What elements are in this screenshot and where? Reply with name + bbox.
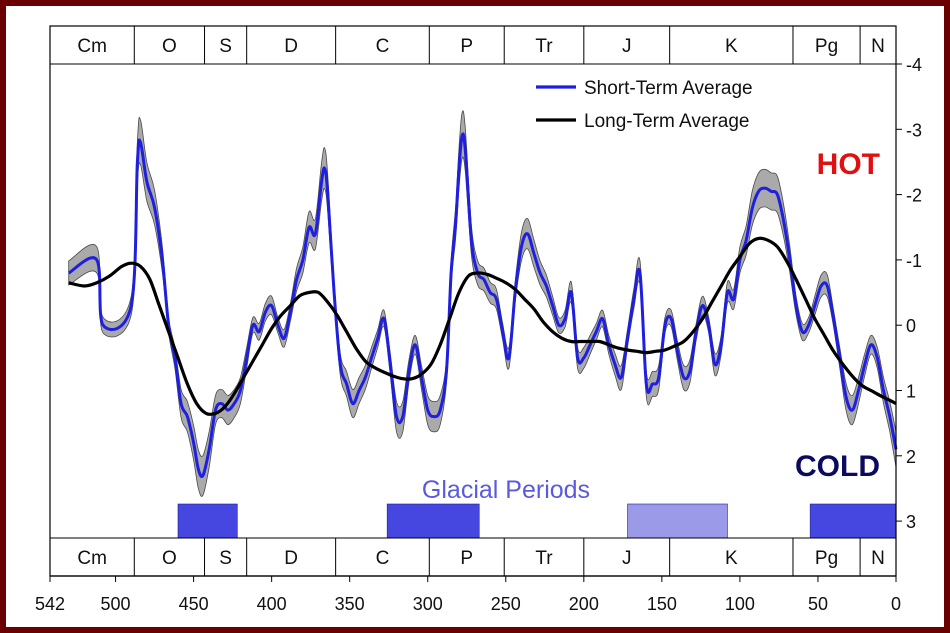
x-tick-label: 500 (101, 594, 131, 614)
period-label-top: D (284, 36, 298, 57)
y-tick-label: -3 (906, 120, 922, 140)
period-bar-top (49, 25, 897, 65)
glacial-period-bar-1 (177, 503, 238, 539)
legend-label-short-term: Short-Term Average (584, 78, 753, 99)
long-term-average-line (68, 236, 897, 416)
x-tick-label: 400 (257, 594, 287, 614)
y-tick-label: -4 (906, 55, 922, 75)
y-tick-label: -1 (906, 251, 922, 271)
period-label-top: Tr (535, 36, 553, 57)
period-label-top: Cm (77, 36, 107, 57)
period-label-bottom: Tr (535, 548, 553, 569)
period-label-bottom: Pg (815, 548, 838, 569)
period-label-top: C (376, 36, 390, 57)
x-tick-label: 250 (491, 594, 521, 614)
period-label-top: N (871, 36, 885, 57)
period-label-top: J (622, 36, 632, 57)
period-bar-bottom (49, 537, 897, 577)
glacial-period-bar-2 (386, 503, 480, 539)
period-label-bottom: D (284, 548, 298, 569)
period-label-bottom: C (376, 548, 390, 569)
period-label-top: O (162, 36, 177, 57)
y-tick-label: 1 (906, 382, 916, 402)
x-tick-label: 100 (725, 594, 755, 614)
cold-annotation: COLD (795, 450, 880, 483)
period-label-top: Pg (815, 36, 838, 57)
period-label-bottom: J (622, 548, 632, 569)
x-tick-label: 300 (413, 594, 443, 614)
y-tick-label: 0 (906, 316, 916, 336)
x-tick-label: 350 (335, 594, 365, 614)
hot-annotation: HOT (817, 148, 880, 181)
period-label-bottom: O (162, 548, 177, 569)
x-tick-label: 0 (891, 594, 901, 614)
period-label-bottom: S (219, 548, 232, 569)
period-label-top: K (725, 36, 738, 57)
y-tick-label: 3 (906, 512, 916, 532)
y-tick-label: 2 (906, 447, 916, 467)
legend-label-long-term: Long-Term Average (584, 111, 749, 132)
period-label-bottom: N (871, 548, 885, 569)
short-term-average-line (67, 132, 898, 479)
period-label-top: S (219, 36, 232, 57)
y-tick-label: -2 (906, 186, 922, 206)
x-tick-label: 200 (569, 594, 599, 614)
x-tick-label: 450 (179, 594, 209, 614)
period-label-top: P (460, 36, 473, 57)
period-label-bottom: Cm (77, 548, 107, 569)
x-tick-label: 542 (35, 594, 65, 614)
period-label-bottom: K (725, 548, 738, 569)
x-tick-label: 50 (808, 594, 828, 614)
plot-background (50, 26, 896, 576)
glacial-period-bar-4 (809, 503, 897, 539)
glacial-periods-label: Glacial Periods (422, 476, 590, 504)
period-label-bottom: P (460, 548, 473, 569)
glacial-period-bar-3 (627, 503, 728, 539)
x-tick-label: 150 (647, 594, 677, 614)
